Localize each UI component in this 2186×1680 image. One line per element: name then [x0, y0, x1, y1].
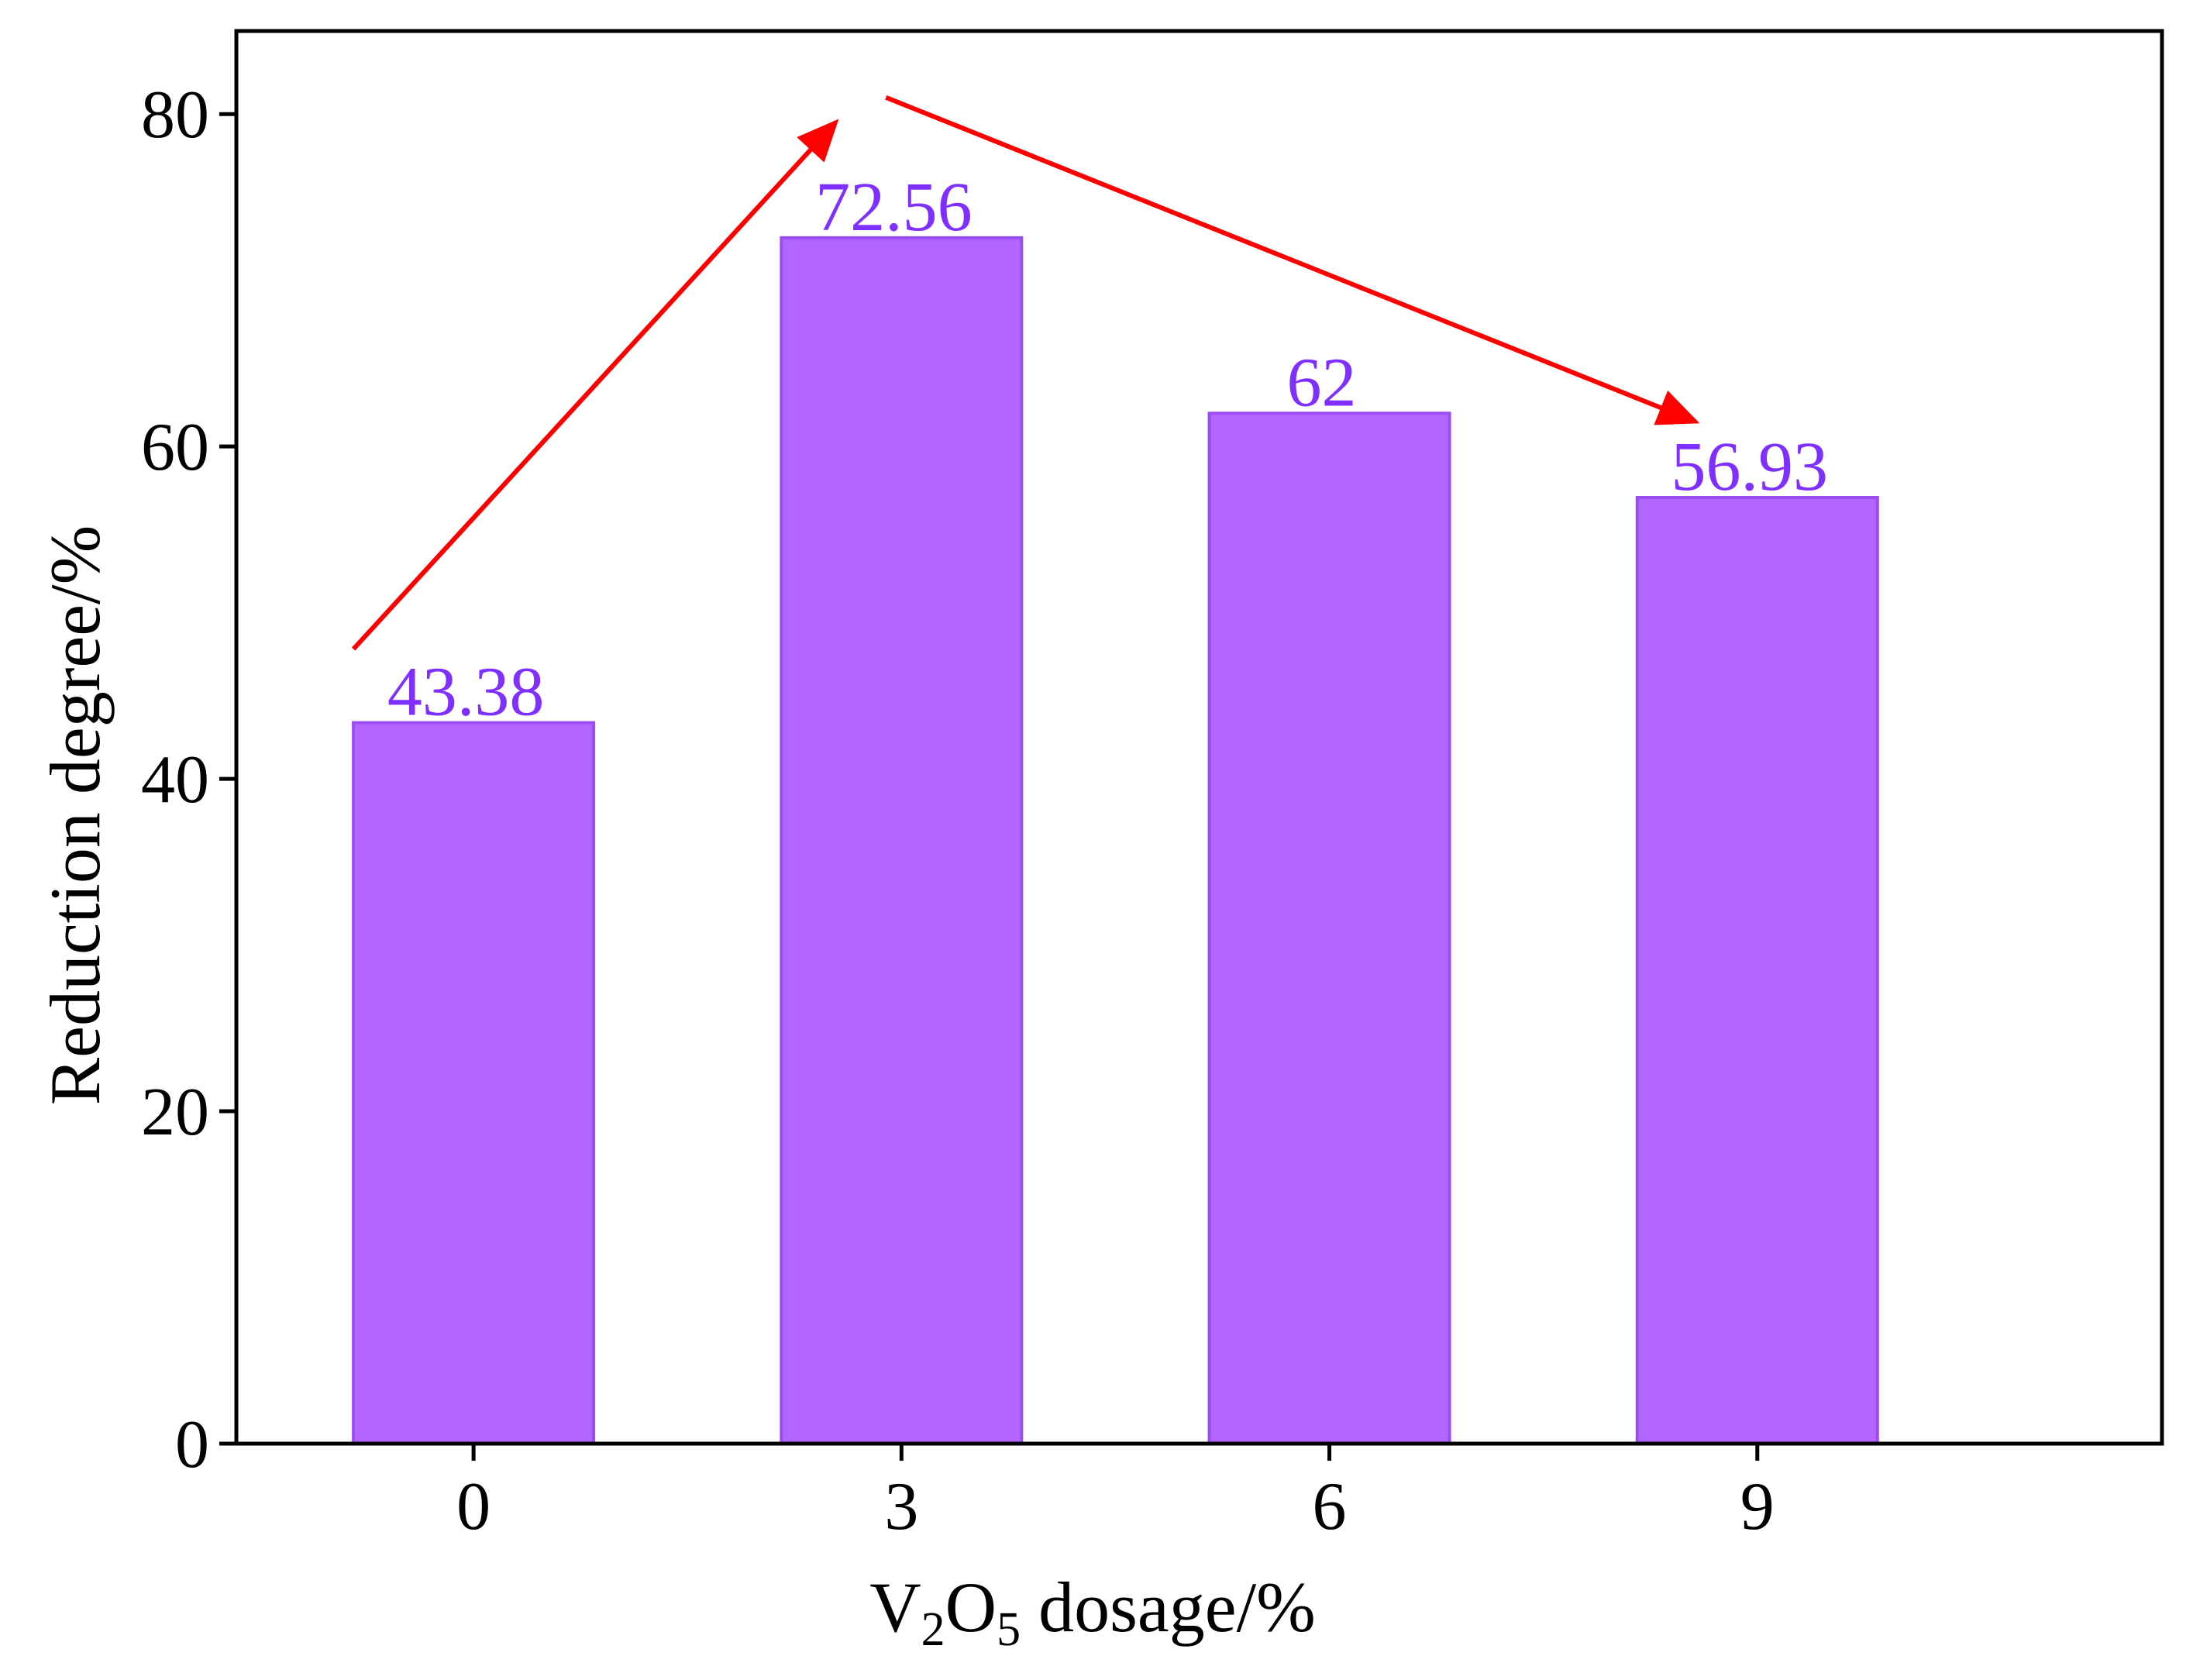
data-label-2: 62 [1287, 344, 1357, 421]
x-axis-title-o: O [945, 1568, 997, 1647]
bar-group [352, 236, 1879, 1446]
x-tick-label-3: 9 [1740, 1469, 1775, 1544]
bar-9 [1635, 496, 1879, 1445]
data-label-1: 72.56 [815, 169, 973, 246]
x-tick-label-0: 0 [456, 1469, 491, 1544]
x-axis-title-v: V [869, 1568, 921, 1647]
y-tick-label-4: 80 [141, 77, 209, 153]
y-tick-marks [219, 112, 236, 1446]
increase-arrow [351, 119, 839, 651]
y-tick-label-group: 0 20 40 60 80 [141, 77, 209, 1482]
trend-arrow-group [351, 95, 1700, 651]
bar-0 [352, 721, 596, 1445]
data-label-group: 43.38 72.56 62 56.93 [387, 169, 1828, 731]
x-axis-title: V2O5 dosage/% [869, 1568, 1316, 1656]
plot-frame [234, 29, 2164, 1446]
bar-3 [780, 236, 1024, 1446]
x-tick-marks [471, 1444, 1760, 1461]
x-axis-title-rest: dosage/% [1021, 1568, 1316, 1647]
y-tick-label-1: 20 [141, 1075, 209, 1150]
x-tick-label-group: 0 3 6 9 [456, 1469, 1775, 1544]
y-axis-title: Reduction degree/% [36, 525, 115, 1106]
y-tick-label-2: 40 [141, 742, 209, 818]
x-axis-title-sub-5: 5 [997, 1603, 1021, 1656]
x-axis-title-sub-2: 2 [921, 1603, 945, 1656]
x-tick-label-1: 3 [884, 1469, 918, 1544]
data-label-3: 56.93 [1671, 429, 1829, 505]
bar-6 [1207, 411, 1451, 1445]
x-tick-label-2: 6 [1313, 1469, 1347, 1544]
decrease-arrow [885, 95, 1700, 425]
y-tick-label-0: 0 [175, 1407, 209, 1482]
data-label-0: 43.38 [387, 654, 545, 731]
y-tick-label-3: 60 [141, 410, 209, 485]
